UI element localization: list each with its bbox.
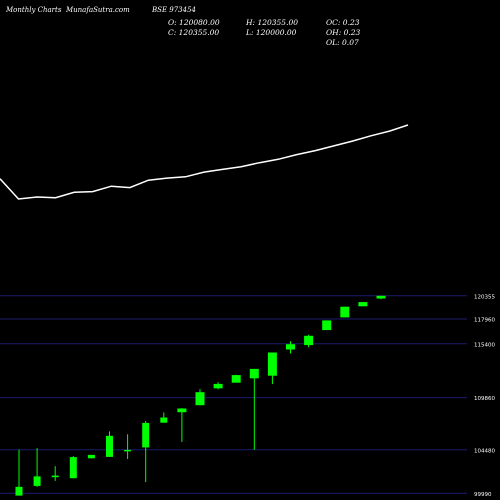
- candle-body: [51, 475, 59, 478]
- candle-body: [304, 335, 314, 346]
- site-name: MunafaSutra.com: [66, 6, 130, 14]
- oh-value: OH: 0.23: [326, 28, 361, 37]
- open-value: O: 120080.00: [168, 18, 220, 27]
- candle-body: [87, 454, 95, 459]
- high-value: H: 120355.00: [246, 18, 299, 27]
- candle-body: [213, 383, 223, 389]
- candle-body: [160, 417, 168, 423]
- candle-body: [231, 375, 241, 383]
- candle-body: [322, 320, 332, 331]
- candle-body: [69, 457, 77, 479]
- y-tick-label: 99990: [474, 492, 492, 498]
- candle-body: [33, 476, 41, 486]
- candle-body: [376, 295, 386, 299]
- candle-body: [177, 408, 187, 413]
- ol-value: OL: 0.07: [326, 38, 359, 47]
- candle-body: [106, 435, 113, 457]
- candle-body: [358, 302, 368, 307]
- low-value: L: 120000.00: [246, 28, 297, 37]
- symbol-label: BSE 973454: [152, 6, 196, 14]
- candle-body: [286, 344, 295, 350]
- y-tick-label: 115400: [474, 342, 495, 348]
- candle-body: [267, 352, 277, 376]
- oc-value: OC: 0.23: [326, 18, 360, 27]
- y-tick-label: 104480: [474, 448, 495, 454]
- y-tick-label: 109860: [474, 396, 495, 402]
- candle-body: [142, 422, 150, 448]
- candle-body: [249, 368, 259, 379]
- y-tick-label: 117960: [474, 318, 495, 324]
- candle-body: [340, 306, 350, 318]
- candle-body: [124, 449, 132, 452]
- price-line: [0, 124, 409, 200]
- close-value: C: 120355.00: [168, 28, 220, 37]
- candle-body: [195, 392, 205, 406]
- y-tick-label: 120355: [474, 294, 495, 300]
- candle-body: [15, 486, 23, 496]
- chart-period-label: Monthly Charts: [6, 6, 62, 14]
